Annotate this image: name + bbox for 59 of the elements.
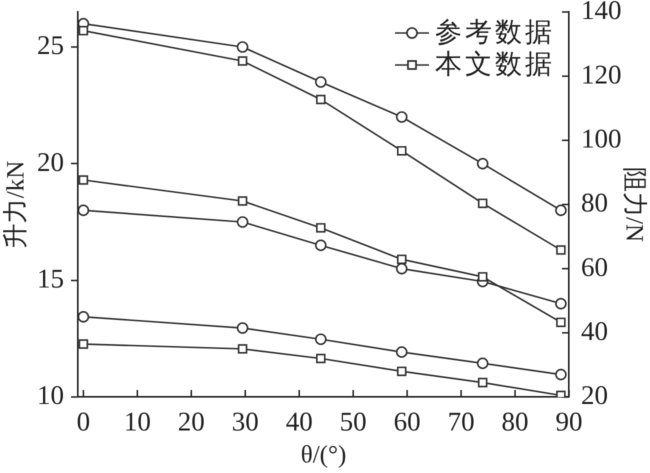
point <box>315 76 327 88</box>
y2-tick-label: 20 <box>581 380 608 410</box>
point <box>78 339 88 349</box>
point <box>478 378 488 388</box>
point <box>315 333 327 346</box>
y-tick-label: 15 <box>37 263 64 294</box>
x-tick-label: 50 <box>340 406 367 436</box>
x-tick-label: 90 <box>556 406 582 436</box>
point <box>316 94 326 104</box>
x-tick-label: 40 <box>286 406 313 436</box>
y2-tick-label: 120 <box>581 59 622 90</box>
point <box>238 344 248 354</box>
point <box>396 366 406 376</box>
y2-tick-label: 40 <box>581 316 608 346</box>
point <box>236 41 248 53</box>
legend-label: 参考数据 <box>435 17 555 48</box>
point <box>555 368 567 380</box>
point <box>476 158 488 170</box>
y-tick-label: 10 <box>37 380 64 410</box>
y-axis-title: 升力/kN <box>2 160 30 248</box>
x-tick-label: 0 <box>76 406 90 436</box>
x-tick-label: 80 <box>502 406 529 436</box>
y2-axis-title: 阻力/N <box>620 167 648 242</box>
point <box>78 204 90 216</box>
point <box>396 254 406 264</box>
point <box>476 358 488 370</box>
point <box>238 196 248 206</box>
point <box>315 240 327 252</box>
y-tick-label: 25 <box>37 30 64 60</box>
y2-tick-label: 140 <box>581 0 622 26</box>
x-axis-title: θ/(°) <box>300 442 346 469</box>
point <box>555 298 567 310</box>
point <box>78 175 88 185</box>
legend-label: 本文数据 <box>435 49 555 80</box>
point <box>396 346 408 358</box>
point <box>396 262 408 274</box>
point <box>396 146 406 156</box>
y2-tick-label: 60 <box>581 252 608 282</box>
point <box>556 245 566 255</box>
x-tick-label: 60 <box>394 406 421 436</box>
x-tick-label: 10 <box>124 406 151 436</box>
x-tick-label: 30 <box>232 406 259 436</box>
point <box>316 354 326 364</box>
point <box>236 322 248 334</box>
point <box>555 204 567 216</box>
x-tick-label: 20 <box>178 406 205 436</box>
point <box>78 26 88 36</box>
point <box>316 223 326 233</box>
y2-tick-label: 100 <box>581 123 622 154</box>
y-tick-label: 20 <box>37 146 64 177</box>
x-tick-label: 70 <box>448 406 475 436</box>
point <box>478 272 488 282</box>
point <box>478 198 488 208</box>
point <box>238 56 248 66</box>
point <box>78 310 90 323</box>
point <box>396 111 408 123</box>
point <box>556 318 566 328</box>
y2-tick-label: 80 <box>581 188 608 218</box>
point <box>236 216 248 228</box>
